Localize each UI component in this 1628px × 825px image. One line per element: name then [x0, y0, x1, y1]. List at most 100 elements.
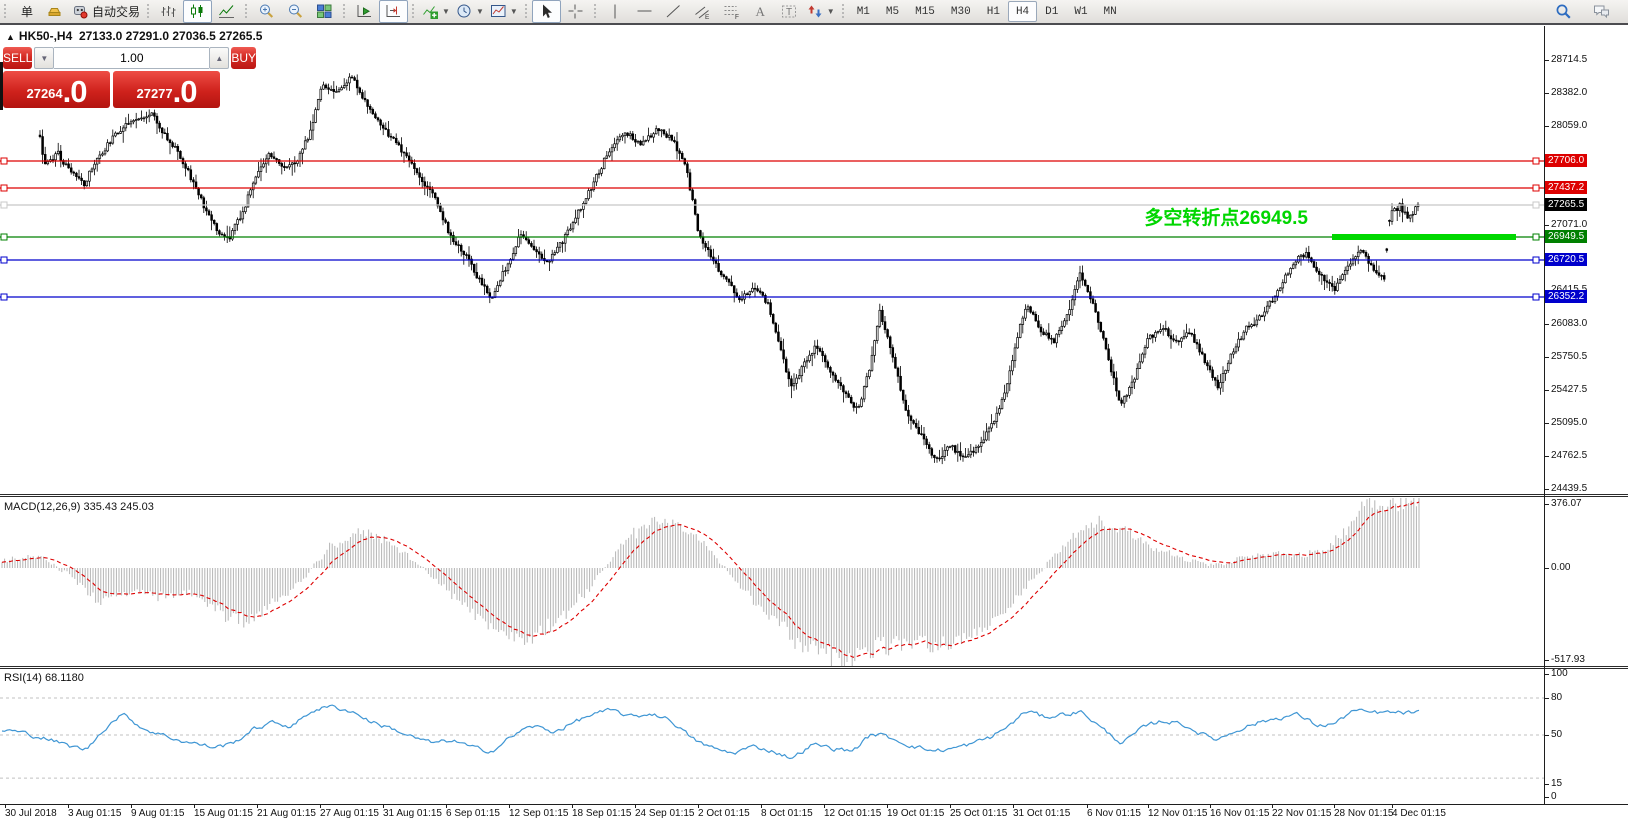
timeframe-m15-button[interactable]: M15 [915, 5, 935, 18]
price-tick-label: 0 [1551, 791, 1557, 802]
arrows-button[interactable]: ▼ [804, 0, 838, 23]
pivot-annotation-text[interactable]: 多空转折点26949.5 [1144, 208, 1308, 229]
axis-tick-mark [1544, 423, 1549, 424]
date-tick-mark [320, 804, 321, 808]
timeframe-h4-button[interactable]: H4 [1007, 1, 1038, 22]
level-lines-layer [0, 157, 1544, 301]
date-tick-mark [257, 804, 258, 808]
indicators-button[interactable]: ▼ [419, 0, 453, 23]
clock-icon [457, 4, 471, 18]
gold-bar-button[interactable] [40, 0, 69, 23]
price-level-badge: 26352.2 [1545, 290, 1588, 303]
vertical-line-button[interactable] [601, 0, 630, 23]
zoom-out-button[interactable] [281, 0, 310, 23]
date-tick-mark [194, 804, 195, 808]
zoom-in-button[interactable] [252, 0, 281, 23]
search-icon [1556, 4, 1571, 19]
date-tick-mark [635, 804, 636, 808]
cursor-button[interactable] [531, 0, 561, 23]
ohlc-values: 27133.0 27291.0 27036.5 27265.5 [78, 29, 263, 43]
buy-button[interactable]: BUY [231, 47, 257, 69]
price-panel-chart[interactable] [0, 26, 1544, 494]
auto-scroll-button[interactable] [350, 0, 379, 23]
axis-tick-mark [1544, 735, 1549, 736]
templates-button[interactable]: ▼ [487, 0, 521, 23]
candlestick-layer [38, 73, 1420, 465]
one-click-trading-panel: SELL ▼ ▲ BUY 27264.0 27277.0 [3, 47, 257, 108]
volume-decrease-button[interactable]: ▼ [34, 47, 55, 69]
chevron-down-icon[interactable]: ▼ [826, 7, 835, 16]
price-tick-label: -517.93 [1551, 654, 1585, 665]
periods-button[interactable]: ▼ [453, 0, 487, 23]
cursor-icon [542, 4, 552, 18]
date-tick-mark [1013, 804, 1014, 808]
date-tick-mark [1210, 804, 1211, 808]
date-label: 12 Oct 01:15 [824, 808, 882, 819]
volume-increase-button[interactable]: ▲ [209, 47, 230, 69]
macd-histogram-layer [1, 498, 1420, 666]
timeframe-d1-button[interactable]: D1 [1045, 5, 1059, 18]
timeframe-m5-button[interactable]: M5 [885, 5, 900, 18]
price-level-badge: 27265.5 [1545, 198, 1588, 211]
rsi-line [1, 704, 1420, 760]
chevron-down-icon[interactable]: ▼ [442, 7, 450, 16]
bar-chart-icon [161, 6, 176, 17]
date-label: 24 Sep 01:15 [635, 808, 695, 819]
horizontal-line-button[interactable] [630, 0, 659, 23]
timeframe-w1-button[interactable]: W1 [1074, 5, 1088, 18]
buy-price-display[interactable]: 27277.0 [113, 71, 220, 108]
line-chart-button[interactable] [212, 0, 241, 23]
vertical-line-icon [614, 4, 616, 19]
crosshair-icon [568, 4, 583, 19]
date-label: 25 Oct 01:15 [950, 808, 1008, 819]
equidistant-channel-button[interactable]: E [688, 0, 717, 23]
line-chart-icon [219, 5, 235, 18]
price-axis-border [1544, 26, 1545, 805]
text-label-button[interactable]: T [775, 0, 804, 23]
date-label: 28 Nov 01:15 [1334, 808, 1394, 819]
candlestick-chart-button[interactable] [183, 0, 213, 23]
macd-panel-chart[interactable] [0, 498, 1544, 666]
time-axis-border [0, 804, 1628, 805]
toolbar-grip [592, 3, 598, 20]
price-tick-label: 376.07 [1551, 498, 1582, 509]
timeframe-mn-button[interactable]: MN [1103, 5, 1117, 18]
fibonacci-button[interactable]: F [717, 0, 746, 23]
new-order-button[interactable]: 单 [20, 5, 33, 19]
timeframe-h1-button[interactable]: H1 [986, 5, 1000, 18]
rsi-panel-chart[interactable] [0, 670, 1544, 804]
timeframe-m30-button[interactable]: M30 [950, 5, 971, 18]
chart-shift-button[interactable] [379, 0, 409, 23]
robot-icon [74, 6, 88, 19]
volume-input[interactable] [54, 47, 210, 69]
date-label: 27 Aug 01:15 [320, 808, 379, 819]
search-button[interactable] [1549, 0, 1578, 23]
sell-price-display[interactable]: 27264.0 [3, 71, 110, 108]
macd-indicator-label: MACD(12,26,9) 335.43 245.03 [4, 501, 154, 513]
timeframe-m1-button[interactable]: M1 [856, 5, 870, 18]
chat-button[interactable] [1587, 0, 1616, 23]
svg-text:F: F [735, 14, 739, 20]
macd-panel-separator[interactable] [0, 494, 1628, 497]
date-label: 15 Aug 01:15 [194, 808, 253, 819]
price-level-badge: 27706.0 [1545, 154, 1588, 167]
date-label: 16 Nov 01:15 [1210, 808, 1270, 819]
sell-button[interactable]: SELL [3, 47, 33, 69]
bar-chart-button[interactable] [154, 0, 183, 23]
chart-title: ▲ HK50-,H4 27133.0 27291.0 27036.5 27265.… [6, 29, 262, 43]
auto-trading-button[interactable]: 自动交易 [69, 0, 143, 23]
crosshair-button[interactable] [561, 0, 590, 23]
tile-windows-button[interactable] [310, 0, 339, 23]
chevron-down-icon[interactable]: ▼ [475, 7, 484, 16]
collapse-panel-icon[interactable]: ▲ [6, 32, 15, 42]
fibonacci-icon: F [724, 6, 739, 20]
rsi-panel-separator[interactable] [0, 666, 1628, 669]
axis-tick-mark [1544, 390, 1549, 391]
chevron-down-icon[interactable]: ▼ [509, 7, 518, 16]
tile-windows-icon [317, 4, 332, 18]
text-button[interactable]: A [746, 0, 775, 23]
trendline-button[interactable] [659, 0, 688, 23]
candlestick-icon [191, 4, 203, 18]
zoom-in-icon [260, 4, 274, 18]
